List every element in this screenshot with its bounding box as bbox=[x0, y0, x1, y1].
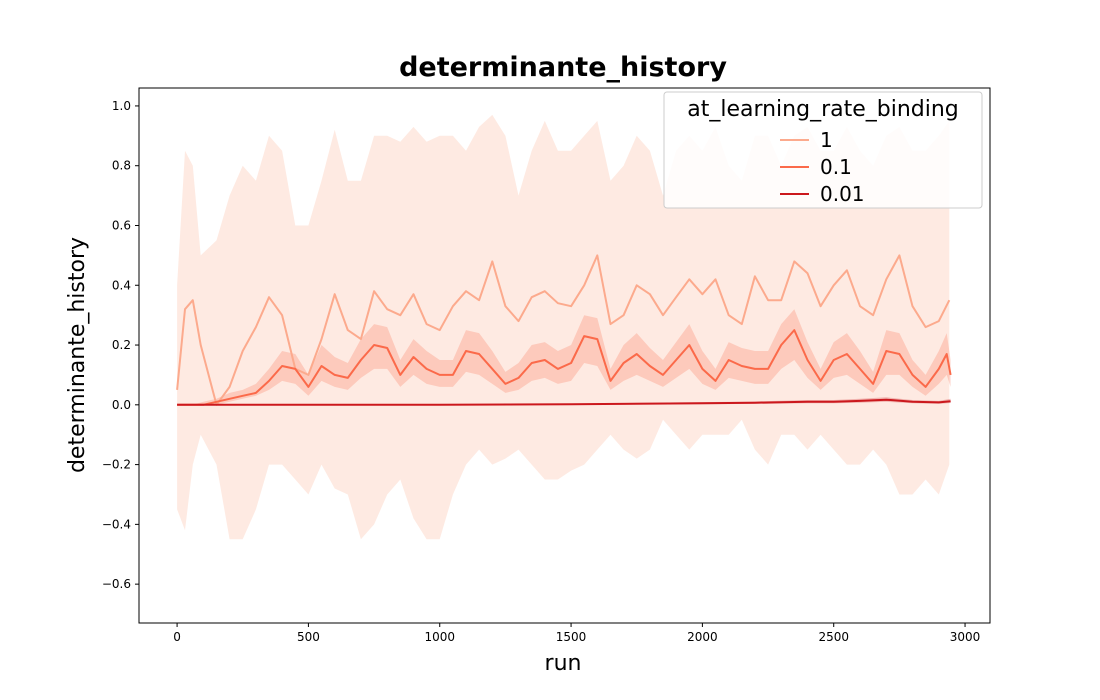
line-series-0.01 bbox=[177, 398, 951, 406]
y-tick-label: 0.4 bbox=[112, 278, 131, 292]
x-tick-label: 3000 bbox=[950, 630, 981, 644]
line-series-0.1 bbox=[177, 329, 952, 406]
x-tick-label: 0 bbox=[173, 630, 181, 644]
y-tick-label: 1.0 bbox=[112, 99, 131, 113]
legend-entries: 1 0.1 0.01 bbox=[780, 128, 865, 206]
x-axis-label: run bbox=[545, 651, 582, 676]
band-series-0.1 bbox=[177, 309, 951, 405]
band-series-1 bbox=[177, 114, 950, 540]
x-tick-label: 2500 bbox=[818, 630, 849, 644]
y-axis-label: determinante_history bbox=[65, 237, 90, 473]
x-tick-label: 2000 bbox=[687, 630, 718, 644]
y-tick-label: −0.6 bbox=[102, 577, 131, 591]
x-tick-label: 1000 bbox=[424, 630, 455, 644]
x-tick-label: 500 bbox=[297, 630, 320, 644]
legend-label: 0.1 bbox=[820, 155, 852, 179]
y-tick-label: 0.0 bbox=[112, 398, 131, 412]
chart-title: determinante_history bbox=[399, 52, 727, 83]
legend-box bbox=[663, 91, 983, 209]
legend: at_learning_rate_binding 1 0.1 0.01 bbox=[663, 91, 983, 209]
y-tick-label: 0.6 bbox=[112, 218, 131, 232]
x-axis: 0 500 1000 1500 2000 2500 3000 bbox=[173, 623, 980, 644]
y-tick-label: −0.2 bbox=[102, 458, 131, 472]
series-lines bbox=[176, 254, 952, 406]
plot-frame bbox=[138, 87, 991, 624]
x-tick-label: 1500 bbox=[556, 630, 587, 644]
y-axis: −0.6 −0.4 −0.2 0.0 0.2 0.4 0.6 0.8 1.0 bbox=[102, 99, 139, 591]
legend-label: 1 bbox=[820, 128, 833, 152]
y-tick-label: −0.4 bbox=[102, 517, 131, 531]
y-tick-label: 0.2 bbox=[112, 338, 131, 352]
y-tick-label: 0.8 bbox=[112, 159, 131, 173]
legend-title: at_learning_rate_binding bbox=[687, 97, 959, 122]
legend-label: 0.01 bbox=[820, 182, 865, 206]
